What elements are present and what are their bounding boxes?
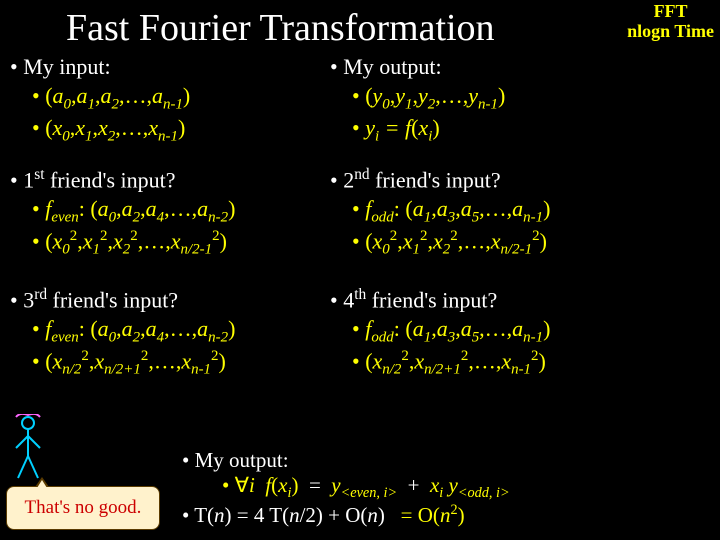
my-input-head: • My input: — [10, 54, 350, 80]
block-friend4: • 4th friend's input? • fodd: (a1,a3,a5,… — [330, 286, 690, 380]
block-my-input: • My input: • (a0,a1,a2,…,an-1) • (x0,x1… — [10, 54, 350, 146]
my-input-line2: • (x0,x1,x2,…,xn-1) — [32, 114, 350, 146]
my-output-line2: • yi = f(xi) — [352, 114, 690, 146]
corner-line1: FFT — [627, 2, 714, 22]
bottom-block: • My output: • ∀i f(xi) = y<even, i> + x… — [182, 448, 510, 528]
block-friend2: • 2nd friend's input? • fodd: (a1,a3,a5,… — [330, 166, 690, 260]
block-friend1: • 1st friend's input? • feven: (a0,a2,a4… — [10, 166, 350, 260]
friend2-head: • 2nd friend's input? — [330, 166, 690, 193]
my-output-line1: • (y0,y1,y2,…,yn-1) — [352, 82, 690, 114]
friend2-line2: • (x02,x12,x22,…,xn/2-12) — [352, 227, 690, 259]
block-my-output: • My output: • (y0,y1,y2,…,yn-1) • yi = … — [330, 54, 690, 146]
friend3-line2: • (xn/22,xn/2+12,…,xn-12) — [32, 347, 350, 379]
corner-line2: nlogn Time — [627, 22, 714, 42]
my-input-line1: • (a0,a1,a2,…,an-1) — [32, 82, 350, 114]
friend3-line1: • feven: (a0,a2,a4,…,an-2) — [32, 315, 350, 347]
friend4-head: • 4th friend's input? — [330, 286, 690, 313]
block-friend3: • 3rd friend's input? • feven: (a0,a2,a4… — [10, 286, 350, 380]
speech-bubble: That's no good. — [6, 486, 160, 530]
bottom-line2: • T(n) = 4 T(n/2) + O(n) = O(n2) — [182, 502, 510, 528]
friend1-line2: • (x02,x12,x22,…,xn/2-12) — [32, 227, 350, 259]
friend3-head: • 3rd friend's input? — [10, 286, 350, 313]
friend4-line2: • (xn/22,xn/2+12,…,xn-12) — [352, 347, 690, 379]
my-output-head: • My output: — [330, 54, 690, 80]
bottom-head: • My output: — [182, 448, 510, 473]
friend4-line1: • fodd: (a1,a3,a5,…,an-1) — [352, 315, 690, 347]
friend1-head: • 1st friend's input? — [10, 166, 350, 193]
speech-text: That's no good. — [25, 497, 142, 519]
corner-label: FFT nlogn Time — [627, 2, 714, 42]
bottom-line1: • ∀i f(xi) = y<even, i> + xi y<odd, i> — [222, 473, 510, 502]
friend2-line1: • fodd: (a1,a3,a5,…,an-1) — [352, 195, 690, 227]
friend1-line1: • feven: (a0,a2,a4,…,an-2) — [32, 195, 350, 227]
stick-figure-icon — [10, 414, 46, 484]
slide-title: Fast Fourier Transformation — [66, 6, 495, 50]
